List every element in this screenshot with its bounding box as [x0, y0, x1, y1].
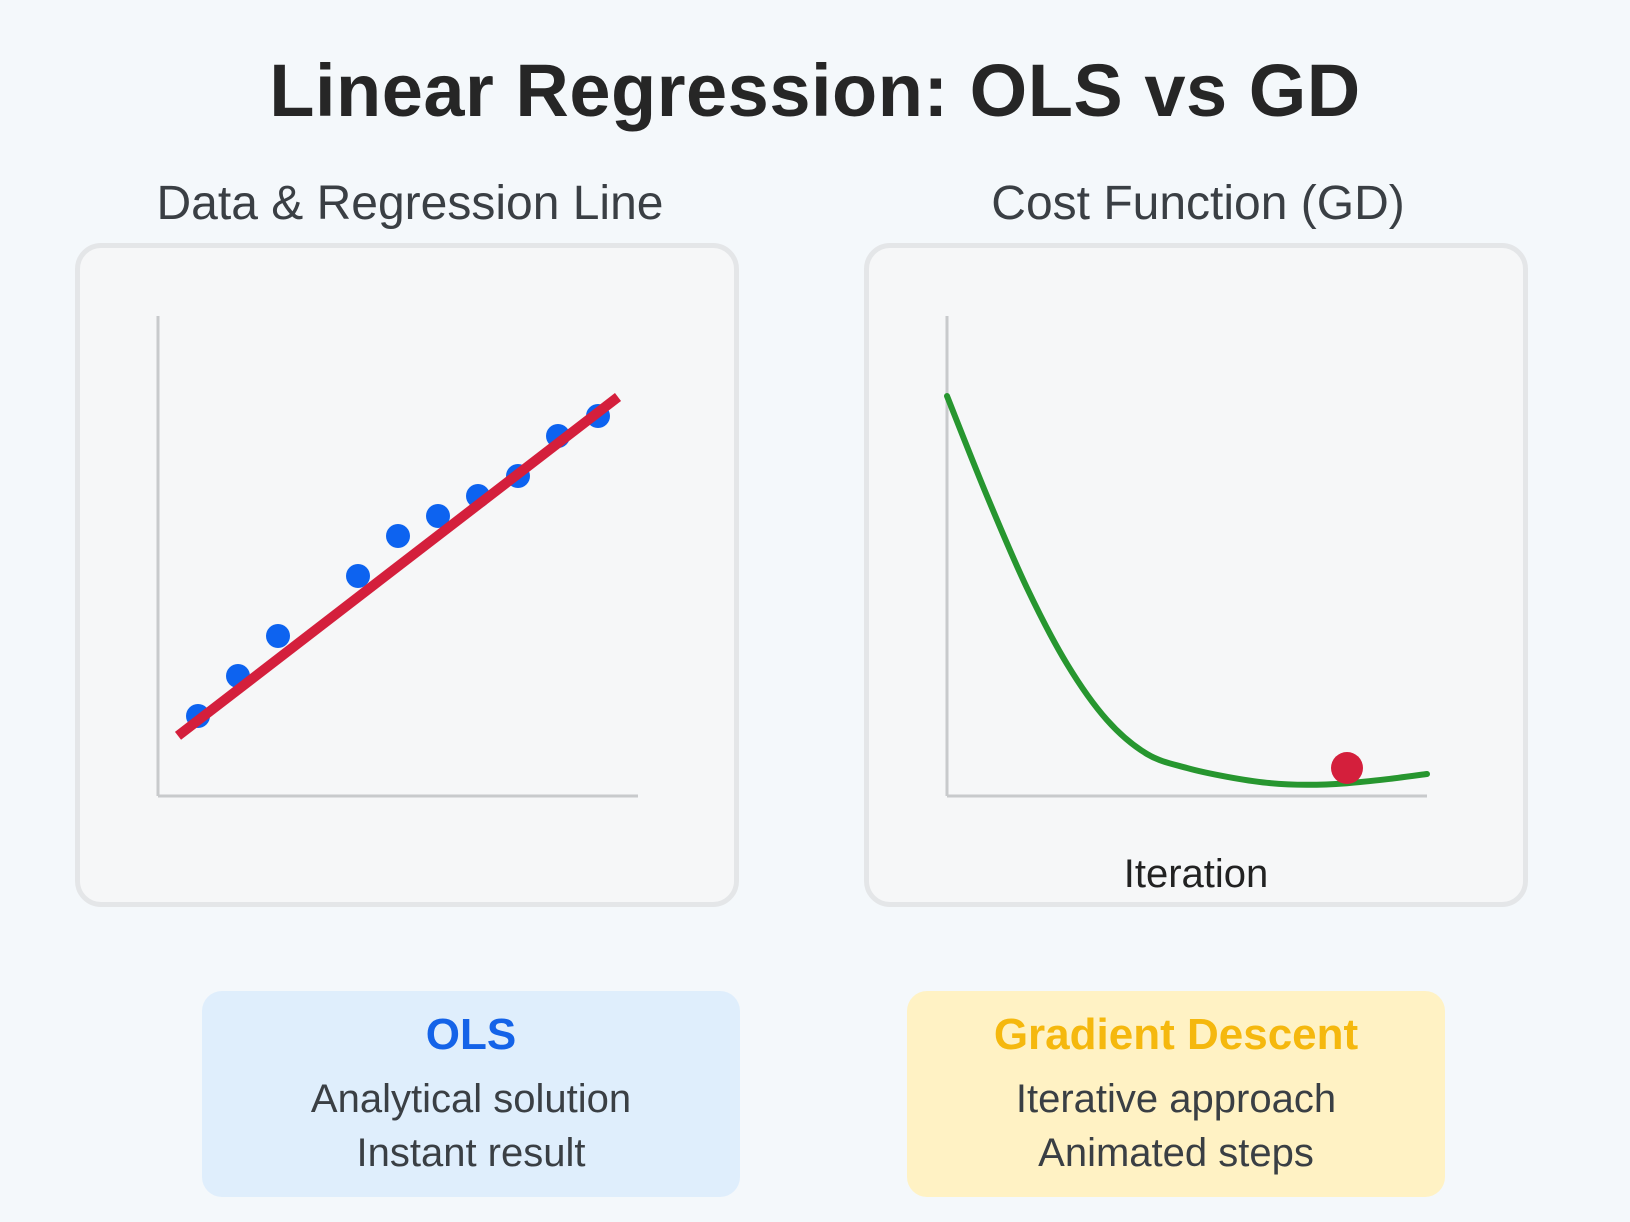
gd-card-title: Gradient Descent: [993, 1010, 1359, 1059]
ols-card-line: Analytical solution: [310, 1077, 632, 1121]
ols-card-line: Instant result: [356, 1131, 586, 1175]
ols-card-title: OLS: [425, 1010, 517, 1059]
cost-chart: [944, 316, 1430, 798]
ols-card: OLS Analytical solution Instant result: [202, 991, 740, 1197]
right-panel-title: Cost Function (GD): [991, 177, 1405, 230]
current-step-point: [1331, 752, 1363, 784]
gd-card: Gradient Descent Iterative approach Anim…: [907, 991, 1445, 1197]
gd-card-line: Iterative approach: [1015, 1077, 1337, 1121]
cost-chart-xlabel: Iteration: [1123, 852, 1269, 896]
regression-line: [174, 393, 622, 740]
page-title: Linear Regression: OLS vs GD: [269, 49, 1361, 132]
data-point: [386, 524, 410, 548]
gd-card-line: Animated steps: [1038, 1131, 1314, 1175]
cost-curve: [944, 393, 1430, 788]
cost-chart-panel: Iteration: [864, 243, 1528, 907]
data-point: [426, 504, 450, 528]
data-point: [346, 564, 370, 588]
left-panel-title: Data & Regression Line: [156, 177, 664, 230]
regression-chart: [156, 316, 638, 798]
regression-chart-panel: [75, 243, 739, 907]
data-point: [266, 624, 290, 648]
